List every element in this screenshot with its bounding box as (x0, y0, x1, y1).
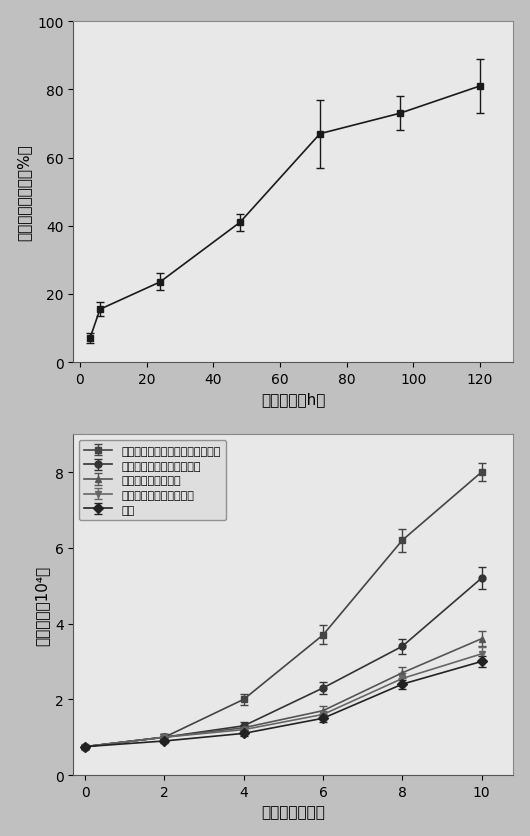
Y-axis label: 细胞数量（10⁴）: 细胞数量（10⁴） (34, 565, 49, 645)
Y-axis label: 生长因子释放率（%）: 生长因子释放率（%） (16, 144, 32, 241)
X-axis label: 释放时间（h）: 释放时间（h） (261, 392, 325, 407)
Legend: 负载血管内皮细胞因子的多孔材料, 负载硫酸软骨素的多孔材料, 负载肝素的多孔材料, 负载透明质酸的多孔材料, 对照: 负载血管内皮细胞因子的多孔材料, 负载硫酸软骨素的多孔材料, 负载肝素的多孔材料… (79, 441, 226, 521)
X-axis label: 培养时间（天）: 培养时间（天） (261, 804, 325, 819)
